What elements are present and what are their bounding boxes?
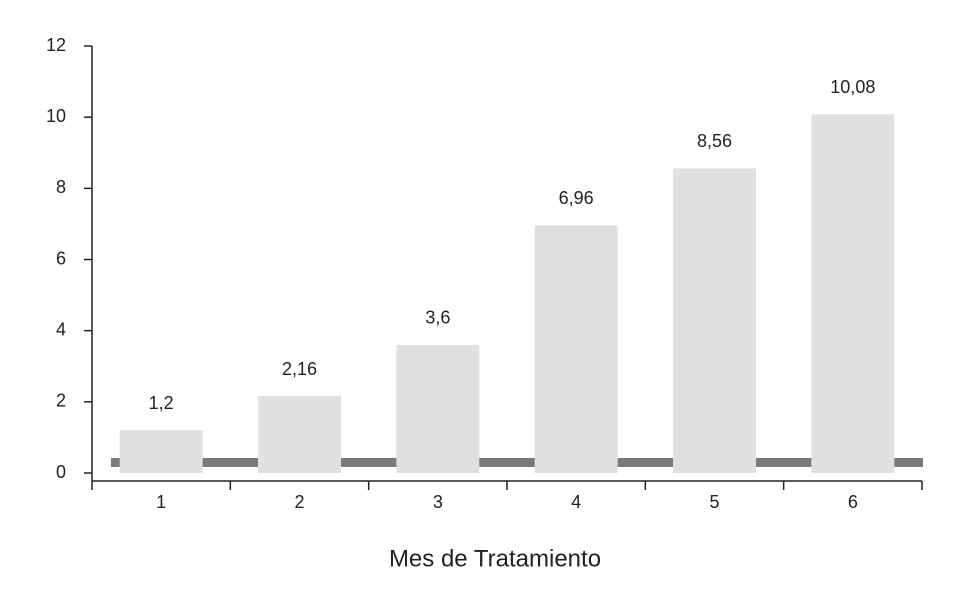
floor-band bbox=[111, 458, 923, 467]
value-label: 2,16 bbox=[282, 359, 317, 379]
x-tick-label: 5 bbox=[709, 492, 719, 512]
value-label: 3,6 bbox=[425, 308, 450, 328]
bar bbox=[673, 168, 756, 473]
y-tick-label: 2 bbox=[56, 391, 66, 411]
x-tick-label: 1 bbox=[156, 492, 166, 512]
bar bbox=[119, 430, 203, 473]
y-tick-label: 0 bbox=[56, 462, 66, 482]
x-tick-label: 4 bbox=[571, 492, 581, 512]
value-label: 1,2 bbox=[149, 393, 174, 413]
y-tick-label: 8 bbox=[56, 177, 66, 197]
value-label: 8,56 bbox=[697, 131, 732, 151]
bar bbox=[258, 396, 341, 473]
x-tick-label: 3 bbox=[433, 492, 443, 512]
bar bbox=[811, 114, 895, 473]
x-tick-label: 6 bbox=[848, 492, 858, 512]
value-label: 6,96 bbox=[559, 188, 594, 208]
y-tick-label: 4 bbox=[56, 319, 66, 339]
x-axis-label: Mes de Tratamiento bbox=[389, 545, 601, 572]
y-tick-label: 6 bbox=[56, 248, 66, 268]
bar bbox=[534, 225, 618, 473]
y-tick-label: 10 bbox=[46, 106, 66, 126]
x-tick-label: 2 bbox=[294, 492, 304, 512]
y-tick-label: 12 bbox=[46, 35, 66, 55]
value-label: 10,08 bbox=[830, 77, 875, 97]
bar bbox=[396, 344, 480, 473]
